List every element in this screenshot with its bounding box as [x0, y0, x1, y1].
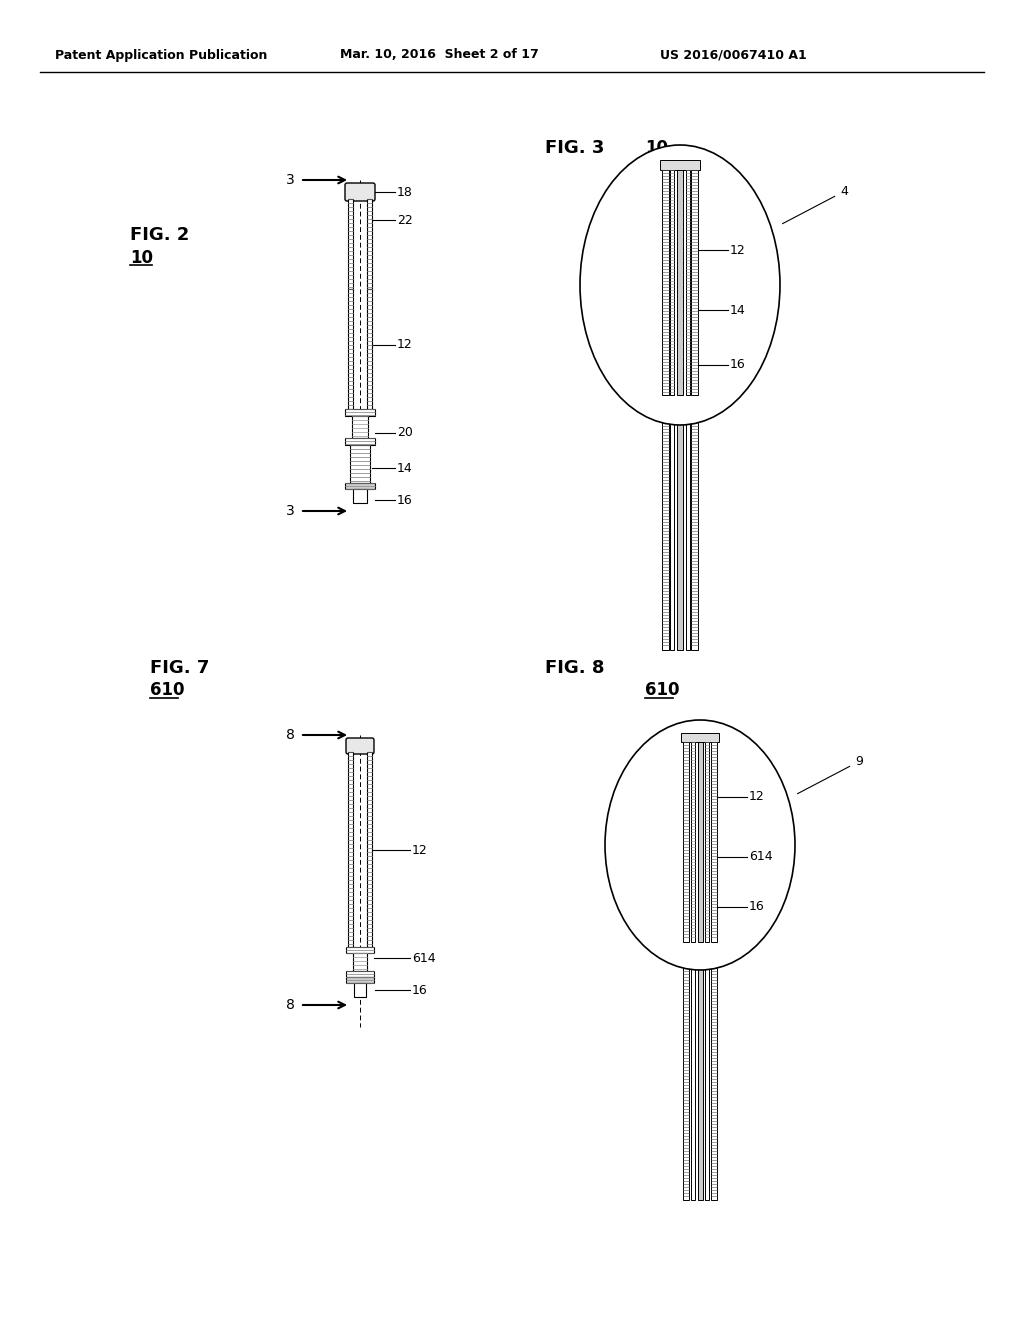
Bar: [354, 983, 366, 997]
Text: 12: 12: [412, 843, 428, 857]
FancyBboxPatch shape: [346, 738, 374, 754]
Bar: [683, 742, 689, 942]
Bar: [711, 742, 717, 942]
Text: 16: 16: [730, 359, 745, 371]
Bar: [681, 733, 719, 742]
Bar: [691, 950, 695, 1200]
Text: 610: 610: [150, 681, 184, 700]
Bar: [345, 409, 375, 416]
Bar: [352, 416, 368, 438]
Bar: [697, 742, 702, 942]
Text: 10: 10: [645, 139, 668, 157]
Bar: [350, 445, 370, 483]
Text: 12: 12: [397, 338, 413, 351]
Text: 20: 20: [397, 426, 413, 440]
Bar: [346, 972, 374, 977]
Text: 9: 9: [798, 755, 863, 793]
Text: 3: 3: [287, 504, 295, 517]
Text: Mar. 10, 2016  Sheet 2 of 17: Mar. 10, 2016 Sheet 2 of 17: [340, 49, 539, 62]
Bar: [367, 199, 372, 289]
Bar: [348, 752, 353, 946]
Bar: [660, 160, 700, 170]
Bar: [691, 170, 698, 395]
Text: Patent Application Publication: Patent Application Publication: [55, 49, 267, 62]
Text: 16: 16: [397, 494, 413, 507]
Bar: [346, 977, 374, 983]
Text: FIG. 7: FIG. 7: [150, 659, 209, 677]
Bar: [345, 483, 375, 488]
Bar: [677, 170, 683, 395]
Text: 12: 12: [730, 243, 745, 256]
Text: 8: 8: [286, 729, 295, 742]
Text: 10: 10: [130, 249, 153, 267]
Text: 614: 614: [412, 952, 435, 965]
Bar: [348, 289, 353, 409]
Text: US 2016/0067410 A1: US 2016/0067410 A1: [660, 49, 807, 62]
Text: 16: 16: [412, 983, 428, 997]
Text: 14: 14: [397, 462, 413, 474]
Bar: [346, 946, 374, 953]
Text: FIG. 8: FIG. 8: [545, 659, 604, 677]
Bar: [662, 405, 669, 649]
Text: 614: 614: [749, 850, 773, 863]
Text: 3: 3: [287, 173, 295, 187]
Bar: [345, 438, 375, 445]
Ellipse shape: [605, 719, 795, 970]
Bar: [367, 752, 372, 946]
Text: 610: 610: [645, 681, 680, 700]
Text: FIG. 2: FIG. 2: [130, 226, 189, 244]
Bar: [686, 405, 690, 649]
Text: 18: 18: [397, 186, 413, 198]
Bar: [705, 742, 709, 942]
Bar: [711, 950, 717, 1200]
Text: FIG. 3: FIG. 3: [545, 139, 604, 157]
Bar: [662, 170, 669, 395]
Bar: [353, 488, 367, 503]
Bar: [691, 405, 698, 649]
Bar: [670, 405, 674, 649]
Text: 22: 22: [397, 214, 413, 227]
Text: 4: 4: [782, 185, 848, 223]
Bar: [367, 289, 372, 409]
Text: 16: 16: [749, 900, 765, 913]
Bar: [683, 950, 689, 1200]
Text: 8: 8: [286, 998, 295, 1012]
Bar: [691, 742, 695, 942]
Ellipse shape: [580, 145, 780, 425]
Bar: [677, 405, 683, 649]
Text: 14: 14: [730, 304, 745, 317]
Bar: [353, 953, 367, 972]
FancyBboxPatch shape: [345, 183, 375, 201]
Bar: [697, 950, 702, 1200]
Bar: [670, 170, 674, 395]
Bar: [705, 950, 709, 1200]
Bar: [348, 199, 353, 289]
Bar: [686, 170, 690, 395]
Text: 12: 12: [749, 791, 765, 804]
